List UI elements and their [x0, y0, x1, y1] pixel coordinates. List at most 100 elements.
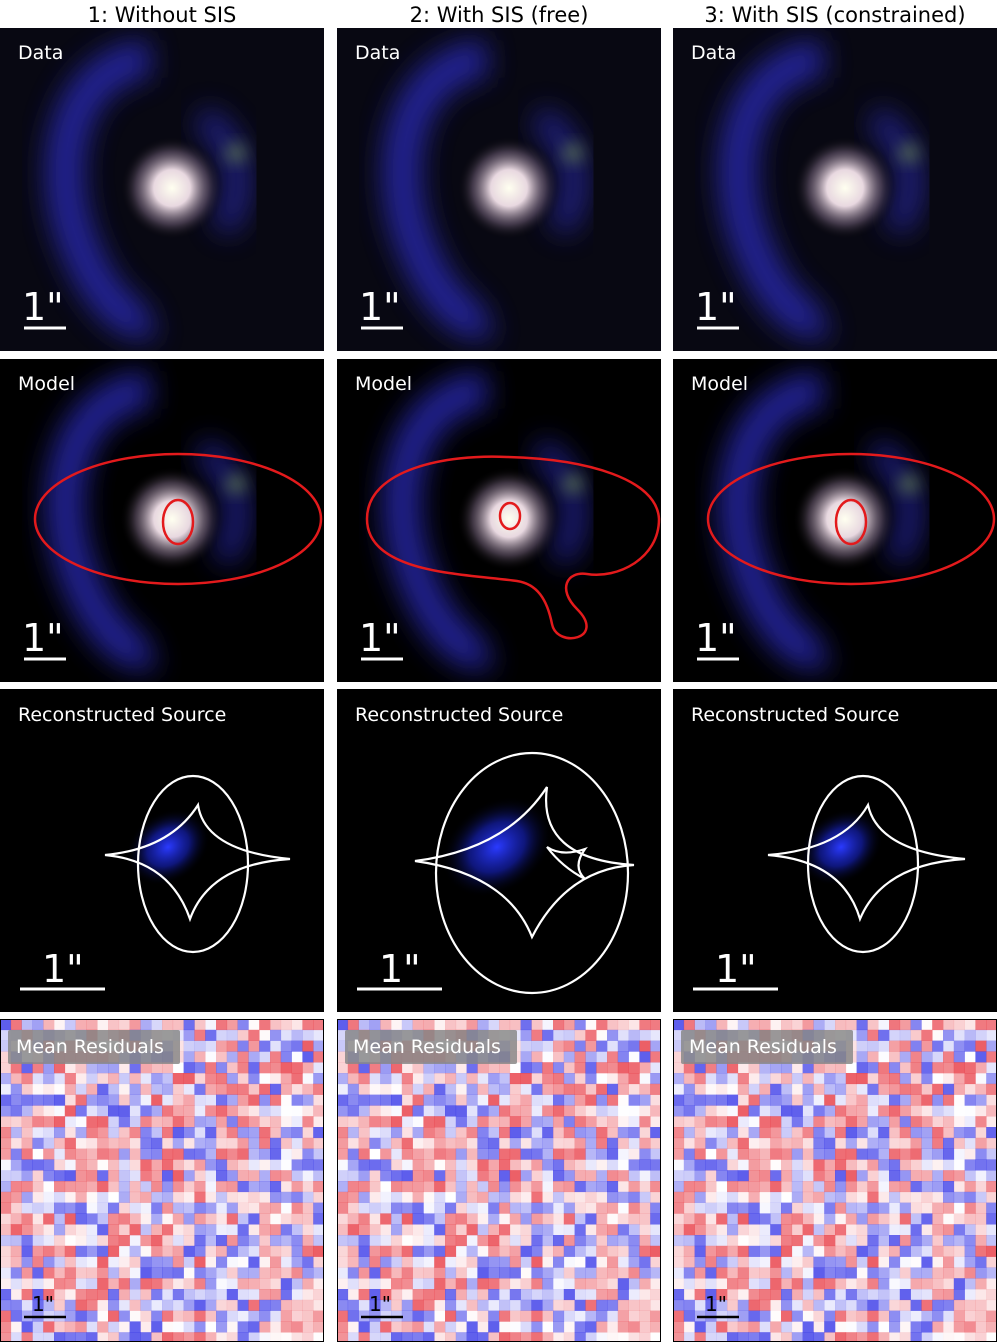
residual-pixel: [455, 1256, 467, 1268]
residual-pixel: [129, 1105, 141, 1117]
residual-pixel: [75, 1299, 87, 1311]
residual-pixel: [10, 1019, 22, 1031]
residual-pixel: [237, 1051, 249, 1063]
residual-pixel: [54, 1289, 66, 1301]
residual-pixel: [226, 1202, 238, 1214]
residual-pixel: [585, 1278, 597, 1290]
residual-pixel: [391, 1127, 403, 1139]
residual-pixel: [954, 1105, 965, 1116]
residual-pixel: [280, 1148, 292, 1160]
residual-pixel: [445, 1159, 457, 1171]
residual-pixel: [813, 1235, 825, 1247]
residual-pixel: [10, 1073, 22, 1085]
residual-pixel: [434, 1019, 446, 1031]
residual-pixel: [43, 1278, 55, 1290]
residual-pixel: [455, 1148, 467, 1160]
residual-pixel: [10, 1181, 22, 1193]
residual-pixel: [889, 1105, 901, 1117]
residual-pixel: [910, 1224, 922, 1236]
residual-pixel: [183, 1299, 195, 1311]
residual-pixel: [639, 1289, 651, 1301]
residual-pixel: [617, 1213, 629, 1225]
residual-pixel: [856, 1235, 868, 1247]
residual-pixel: [183, 1256, 195, 1268]
residual-pixel: [899, 1278, 911, 1290]
source: [799, 808, 883, 886]
residual-pixel: [369, 1256, 381, 1268]
residual-pixel: [358, 1094, 370, 1106]
panel-label: Reconstructed Source: [18, 704, 226, 726]
residual-pixel: [140, 1321, 152, 1333]
residual-pixel: [921, 1245, 933, 1257]
residual-pixel: [953, 1278, 965, 1290]
residual-pixel: [226, 1267, 238, 1279]
residual-pixel: [889, 1332, 901, 1342]
residual-pixel: [369, 1105, 381, 1117]
residual-pixel: [445, 1256, 457, 1268]
residual-pixel: [845, 1332, 857, 1342]
residual-pixel: [639, 1170, 651, 1182]
residual-pixel: [975, 1051, 987, 1063]
residual-pixel: [727, 1105, 738, 1116]
residual-pixel: [964, 1321, 976, 1333]
residual-pixel: [280, 1256, 292, 1268]
residual-pixel: [445, 1310, 457, 1322]
residual-pixel: [423, 1245, 435, 1257]
residual-pixel: [477, 1213, 489, 1225]
residual-pixel: [445, 1332, 457, 1342]
residual-pixel: [520, 1040, 532, 1052]
residual-pixel: [64, 1321, 76, 1333]
residual-pixel: [791, 1019, 803, 1031]
panel-image: [0, 28, 324, 351]
residual-pixel: [499, 1278, 511, 1290]
residual-pixel: [629, 1051, 640, 1062]
residual-pixel: [553, 1083, 565, 1095]
residual-pixel: [943, 1310, 955, 1322]
residual-pixel: [291, 1159, 303, 1171]
residual-pixel: [401, 1094, 413, 1106]
residual-pixel: [943, 1202, 955, 1214]
residual-pixel: [520, 1202, 532, 1214]
residual-pixel: [705, 1267, 717, 1279]
residual-pixel: [313, 1267, 324, 1279]
residual-pixel: [802, 1299, 814, 1311]
critical-curve-inner: [498, 501, 522, 531]
residual-pixel: [921, 1094, 933, 1106]
residual-pixel: [226, 1029, 238, 1041]
residual-pixel: [21, 1267, 33, 1279]
residual-pixel: [781, 1235, 793, 1247]
residual-pixel: [248, 1105, 260, 1117]
panel-image: [0, 689, 324, 1012]
residual-pixel: [617, 1191, 629, 1203]
residual-pixel: [737, 1289, 749, 1301]
residual-pixel: [64, 1181, 76, 1193]
residual-pixel: [108, 1332, 120, 1342]
residual-pixel: [835, 1256, 847, 1268]
residual-pixel: [280, 1040, 292, 1052]
residual-pixel: [423, 1310, 435, 1322]
residual-pixel: [151, 1235, 163, 1247]
residual-pixel: [521, 1267, 532, 1278]
residual-pixel: [899, 1332, 911, 1342]
residual-pixel: [423, 1321, 435, 1333]
panel-frame: [337, 1019, 661, 1342]
residual-pixel: [129, 1245, 141, 1257]
residual-pixel: [434, 1083, 446, 1095]
residual-pixel: [553, 1137, 565, 1149]
residual-pixel: [694, 1213, 706, 1225]
residual-pixel: [337, 1267, 349, 1279]
residual-pixel: [964, 1213, 976, 1225]
residual-pixel: [477, 1137, 489, 1149]
residual-pixel: [291, 1062, 303, 1074]
residual-pixel: [151, 1159, 163, 1171]
residual-pixel: [617, 1245, 629, 1257]
residual-pixel: [54, 1299, 66, 1311]
residual-pixel: [520, 1321, 532, 1333]
residual-pixel: [237, 1170, 249, 1182]
residual-pixel: [412, 1105, 424, 1117]
residual-pixel: [10, 1170, 22, 1182]
residual-pixel: [108, 1148, 120, 1160]
residual-pixel: [140, 1127, 152, 1139]
residual-pixel: [673, 1332, 685, 1342]
residual-pixel: [291, 1029, 303, 1041]
